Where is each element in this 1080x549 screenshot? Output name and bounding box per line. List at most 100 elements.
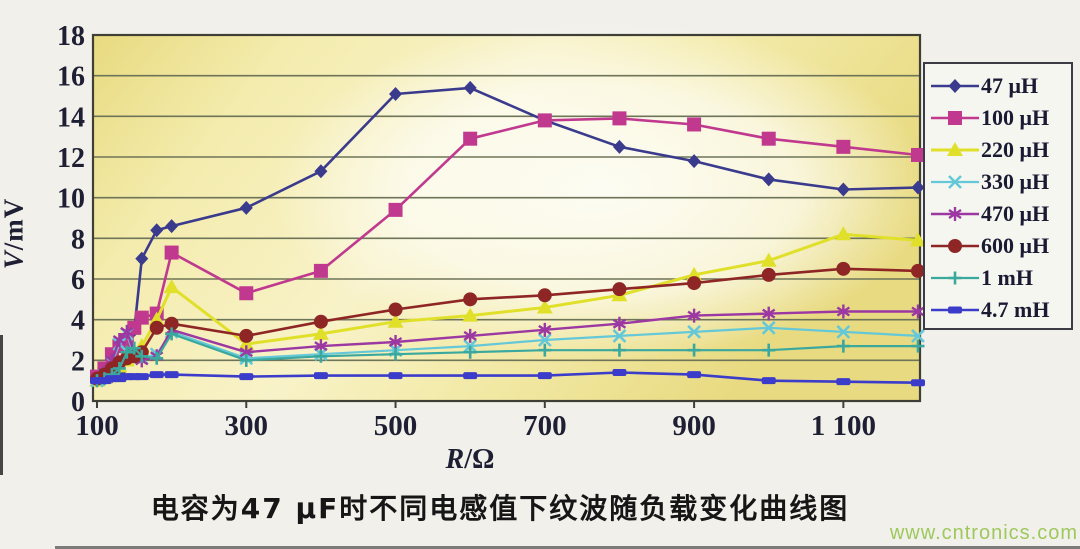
marker-plus <box>762 343 776 357</box>
marker-plus <box>127 341 141 355</box>
marker-circle <box>612 282 627 297</box>
marker-square <box>239 286 254 301</box>
marker-dash <box>388 372 403 380</box>
marker-circle <box>537 288 552 303</box>
plot-highlight <box>270 20 930 360</box>
marker-dash <box>164 371 179 379</box>
marker-x <box>537 333 552 347</box>
legend-marker-asterisk-icon <box>931 207 979 221</box>
marker-square <box>911 147 925 162</box>
legend-item-470μH: 470 μH <box>925 198 1071 230</box>
marker-asterisk <box>112 333 127 347</box>
y-tick-label: 2 <box>71 346 85 377</box>
marker-dash <box>313 372 328 380</box>
marker-dash <box>149 371 164 379</box>
y-tick-label: 10 <box>57 184 85 215</box>
x-tick-label: 100 <box>75 410 119 442</box>
marker-asterisk <box>388 335 403 350</box>
marker-dash <box>537 372 552 380</box>
marker-diamond <box>911 180 925 195</box>
marker-plus <box>135 349 149 363</box>
marker-plus <box>389 347 403 361</box>
scan-artifact-bottom <box>55 546 1080 549</box>
marker-asterisk <box>120 324 134 339</box>
legend-label: 1 mH <box>981 265 1033 290</box>
legend-label: 100 μH <box>981 105 1050 130</box>
marker-plus <box>463 345 477 359</box>
marker-circle <box>463 292 478 307</box>
legend-item-47μH: 47 μH <box>925 70 1071 102</box>
x-tick-label: 500 <box>374 410 418 442</box>
legend-label: 600 μH <box>981 233 1050 258</box>
marker-circle <box>149 320 164 335</box>
y-tick-label: 4 <box>71 306 85 337</box>
legend-label: 470 μH <box>981 201 1050 226</box>
marker-square <box>761 131 776 146</box>
marker-square <box>164 245 179 260</box>
legend-marker-circle-icon <box>931 239 979 253</box>
marker-triangle <box>387 313 404 328</box>
legend-marker-diamond-icon <box>931 79 979 93</box>
figure-caption: 电容为47 μF时不同电感值下纹波随负载变化曲线图 <box>150 492 850 525</box>
marker-diamond <box>135 251 149 266</box>
marker-triangle <box>163 279 180 294</box>
legend-item-330μH: 330 μH <box>925 166 1071 198</box>
marker-square <box>388 202 403 217</box>
marker-x <box>911 329 925 343</box>
marker-diamond <box>762 172 776 187</box>
marker-dash <box>761 377 776 385</box>
marker-asterisk <box>463 328 477 343</box>
watermark-text: www.cntronics.com <box>889 522 1078 544</box>
marker-asterisk <box>538 322 552 337</box>
marker-square <box>612 111 627 126</box>
marker-dash <box>134 373 149 381</box>
legend-label: 220 μH <box>981 137 1050 162</box>
marker-circle <box>761 267 776 282</box>
x-axis-variable: R <box>445 444 465 475</box>
marker-triangle <box>238 336 255 351</box>
y-tick-label: 12 <box>57 143 85 174</box>
marker-plus <box>120 345 134 359</box>
legend-item-600μH: 600 μH <box>925 230 1071 262</box>
marker-dash <box>463 372 478 380</box>
marker-diamond <box>239 200 253 215</box>
marker-dash <box>239 373 254 381</box>
legend-label: 47 μH <box>981 73 1039 98</box>
marker-square <box>463 131 478 146</box>
marker-circle <box>313 314 328 329</box>
plot-frame <box>91 33 922 403</box>
marker-square <box>687 117 702 132</box>
marker-circle <box>687 276 702 291</box>
marker-plus <box>314 349 328 363</box>
marker-diamond <box>687 154 701 169</box>
marker-diamond <box>165 219 179 234</box>
marker-triangle <box>760 252 777 267</box>
legend-marker-square-icon <box>931 111 979 125</box>
marker-asterisk <box>612 316 627 331</box>
y-tick-label: 14 <box>57 102 85 133</box>
marker-diamond <box>389 86 403 101</box>
scan-artifact-left <box>0 335 3 475</box>
marker-diamond <box>612 139 626 154</box>
marker-x <box>612 329 627 343</box>
x-axis-title: R/Ω <box>0 444 940 476</box>
legend-marker-x-icon <box>931 175 979 189</box>
marker-plus <box>687 343 701 357</box>
marker-asterisk <box>762 306 776 321</box>
marker-dash <box>836 378 851 386</box>
marker-diamond <box>314 164 328 179</box>
marker-dash <box>911 379 925 387</box>
marker-dash <box>687 371 702 379</box>
y-tick-label: 0 <box>71 387 85 418</box>
marker-triangle <box>312 325 329 340</box>
marker-plus <box>150 351 164 365</box>
y-tick-label: 18 <box>57 21 85 52</box>
marker-plus <box>612 343 626 357</box>
marker-asterisk <box>687 308 701 323</box>
marker-plus <box>836 339 850 353</box>
marker-diamond <box>463 80 477 95</box>
marker-triangle <box>910 232 926 247</box>
x-tick-label: 900 <box>672 410 716 442</box>
marker-diamond <box>150 223 164 238</box>
x-tick-label: 300 <box>225 410 269 442</box>
